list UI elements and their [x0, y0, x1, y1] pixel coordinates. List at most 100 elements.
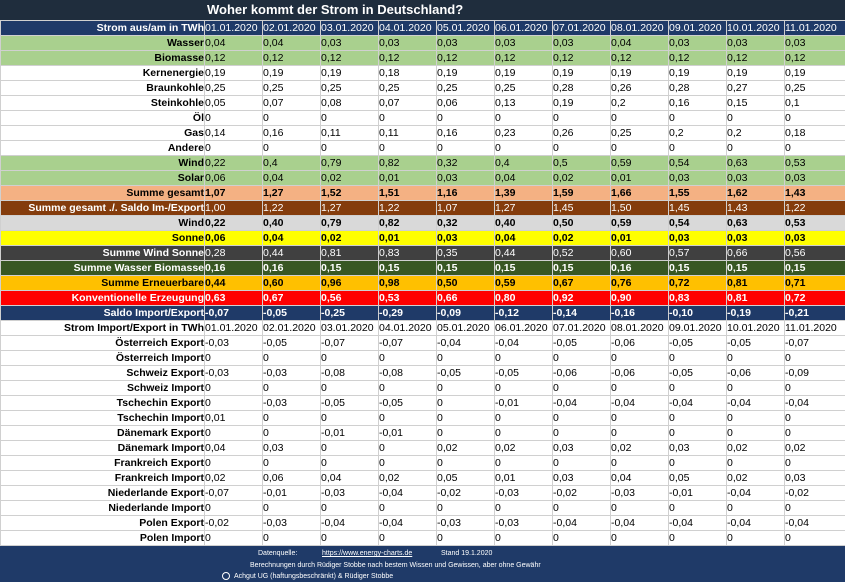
value-cell: 0 [320, 110, 379, 126]
value-cell: 0,03 [784, 170, 845, 186]
row-label: Öl [0, 110, 205, 126]
row-label: Sonne [0, 230, 205, 246]
value-cell: 0,06 [436, 95, 495, 111]
value-cell: 1,22 [784, 200, 845, 216]
value-cell: 0 [552, 110, 611, 126]
value-cell: 0,5 [552, 155, 611, 171]
value-cell: 0,59 [494, 275, 553, 291]
import-export-header-label: Strom Import/Export in TWh [0, 320, 205, 336]
value-cell: 0 [378, 350, 437, 366]
value-cell: 0,40 [494, 215, 553, 231]
value-cell: 0,22 [204, 215, 263, 231]
value-cell: -0,05 [668, 365, 727, 381]
value-cell: 1,52 [320, 185, 379, 201]
value-cell: 1,39 [494, 185, 553, 201]
value-cell: 1,55 [668, 185, 727, 201]
value-cell: 0,12 [494, 50, 553, 66]
value-cell: -0,04 [668, 515, 727, 531]
value-cell: 0,12 [436, 50, 495, 66]
value-cell: 0 [436, 380, 495, 396]
value-cell: -0,06 [552, 365, 611, 381]
value-cell: 0,05 [668, 470, 727, 486]
value-cell: 0 [668, 425, 727, 441]
import-export-row: Polen Import 0 0 0 0 0 0 0 0 0 0 0 [0, 530, 845, 546]
value-cell: 0,71 [784, 275, 845, 291]
value-cell: -0,07 [784, 335, 845, 351]
value-cell: -0,03 [320, 485, 379, 501]
value-cell: 0 [378, 500, 437, 516]
table-row: Biomasse 0,12 0,12 0,12 0,12 0,12 0,12 0,12 0,12… [0, 50, 845, 66]
value-cell: 1,62 [726, 185, 785, 201]
value-cell: 0,14 [204, 125, 263, 141]
value-cell: 0 [610, 350, 669, 366]
footer-source-link[interactable]: https://www.energy-charts.de [322, 550, 413, 557]
value-cell: 0 [552, 500, 611, 516]
value-cell: -0,06 [610, 365, 669, 381]
value-cell: 0 [610, 380, 669, 396]
value-cell: 0,81 [320, 245, 379, 261]
value-cell: 1,66 [610, 185, 669, 201]
row-label: Biomasse [0, 50, 205, 66]
value-cell: 0 [726, 380, 785, 396]
value-cell: 0,53 [784, 215, 845, 231]
value-cell: 0,25 [204, 80, 263, 96]
value-cell: 0,16 [262, 260, 321, 276]
value-cell: 0 [726, 110, 785, 126]
row-label: Konventionelle Erzeugung [0, 290, 205, 306]
value-cell: 0,06 [204, 170, 263, 186]
table-row: Summe gesamt ./. Saldo Im-/Export 1,00 1,2… [0, 200, 845, 216]
value-cell: 0,12 [784, 50, 845, 66]
footer-source-label: Datenquelle: [258, 550, 298, 557]
value-cell: 0 [204, 350, 263, 366]
value-cell: 0 [320, 530, 379, 546]
row-label: Solar [0, 170, 205, 186]
value-cell: 0 [204, 140, 263, 156]
title-bar: Woher kommt der Strom in Deutschland? [0, 0, 845, 20]
row-label: Gas [0, 125, 205, 141]
value-cell: 0,25 [320, 80, 379, 96]
value-cell: 0,15 [726, 95, 785, 111]
value-cell: 0,32 [436, 155, 495, 171]
value-cell: 0,96 [320, 275, 379, 291]
value-cell: 0 [320, 380, 379, 396]
value-cell: 0,06 [262, 470, 321, 486]
value-cell: -0,04 [552, 515, 611, 531]
value-cell: 0 [726, 425, 785, 441]
value-cell: 0 [726, 455, 785, 471]
value-cell: 0 [726, 350, 785, 366]
value-cell: -0,04 [378, 515, 437, 531]
value-cell: -0,03 [262, 395, 321, 411]
header-date: 03.01.2020 [320, 20, 379, 36]
table-row: Saldo Import/Export -0,07 -0,05 -0,25 -0,29-… [0, 305, 845, 321]
value-cell: 0 [204, 110, 263, 126]
value-cell: -0,06 [726, 365, 785, 381]
row-label: Kernenergie [0, 65, 205, 81]
value-cell: -0,12 [494, 305, 553, 321]
value-cell: -0,05 [262, 305, 321, 321]
value-cell: 0,23 [494, 125, 553, 141]
import-export-row: Niederlande Import 0 0 0 0 0 0 0 0 0 0 0 [0, 500, 845, 516]
value-cell: 0,03 [552, 440, 611, 456]
value-cell: 1,51 [378, 185, 437, 201]
value-cell: 0 [262, 425, 321, 441]
value-cell: -0,01 [378, 425, 437, 441]
value-cell: 0 [262, 455, 321, 471]
table-row: Gas 0,14 0,16 0,11 0,11 0,16 0,23 0,26 0,25 0,2 0,… [0, 125, 845, 141]
value-cell: 0,04 [262, 35, 321, 51]
table-row: Kernenergie 0,19 0,19 0,19 0,18 0,19 0,19 0,19 0… [0, 65, 845, 81]
value-cell: 0,01 [494, 470, 553, 486]
header-date: 07.01.2020 [552, 320, 611, 336]
value-cell: 0,04 [610, 35, 669, 51]
value-cell: 0,15 [552, 260, 611, 276]
value-cell: 0 [552, 530, 611, 546]
row-label: Summe Erneuerbare [0, 275, 205, 291]
value-cell: 0 [320, 350, 379, 366]
value-cell: 0,03 [262, 440, 321, 456]
value-cell: 0,82 [378, 155, 437, 171]
header-date: 01.01.2020 [204, 20, 263, 36]
value-cell: 0 [552, 425, 611, 441]
value-cell: 0 [668, 380, 727, 396]
value-cell: 0,59 [610, 215, 669, 231]
value-cell: 0 [726, 140, 785, 156]
value-cell: 0,56 [320, 290, 379, 306]
